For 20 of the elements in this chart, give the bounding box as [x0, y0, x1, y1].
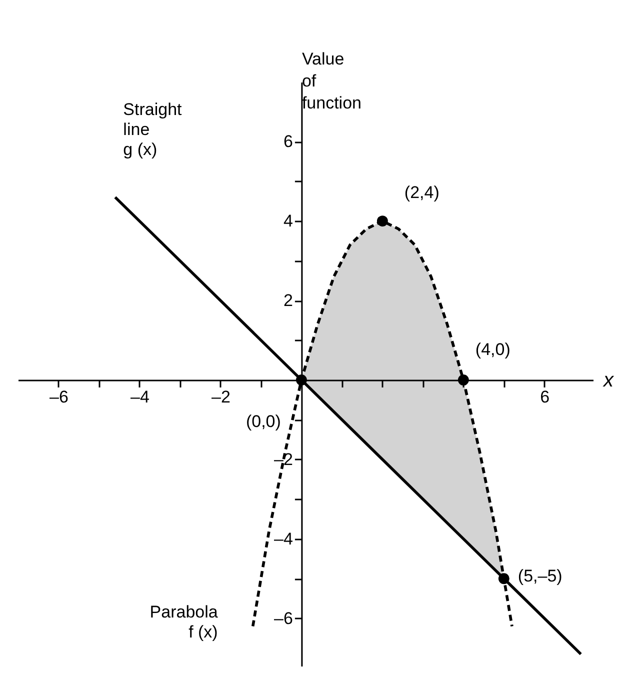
y-axis-title: Value of function	[302, 50, 362, 112]
annotation: (4,0)	[475, 340, 510, 359]
text: Parabola f (x)	[150, 602, 218, 642]
point	[376, 216, 388, 227]
y-tick-label: –4	[274, 529, 293, 548]
y-tick-label: 4	[283, 212, 293, 231]
point	[498, 573, 510, 584]
y-tick-label: 2	[283, 291, 293, 310]
x-tick-label: –4	[130, 387, 150, 406]
x-tick-label: –6	[50, 387, 68, 406]
y-tick-label: 6	[283, 132, 293, 152]
annotation: (2,4)	[404, 183, 440, 202]
annotation: (0,0)	[246, 412, 281, 431]
annotation: (5,–5)	[518, 566, 562, 586]
x-tick-label: 6	[540, 387, 550, 406]
text: Straight line g (x)	[123, 100, 182, 160]
y-tick-label: –6	[274, 608, 293, 628]
x-tick-label: –2	[212, 387, 230, 406]
x-axis-title: x	[602, 369, 614, 392]
y-tick-label: –2	[274, 450, 293, 469]
